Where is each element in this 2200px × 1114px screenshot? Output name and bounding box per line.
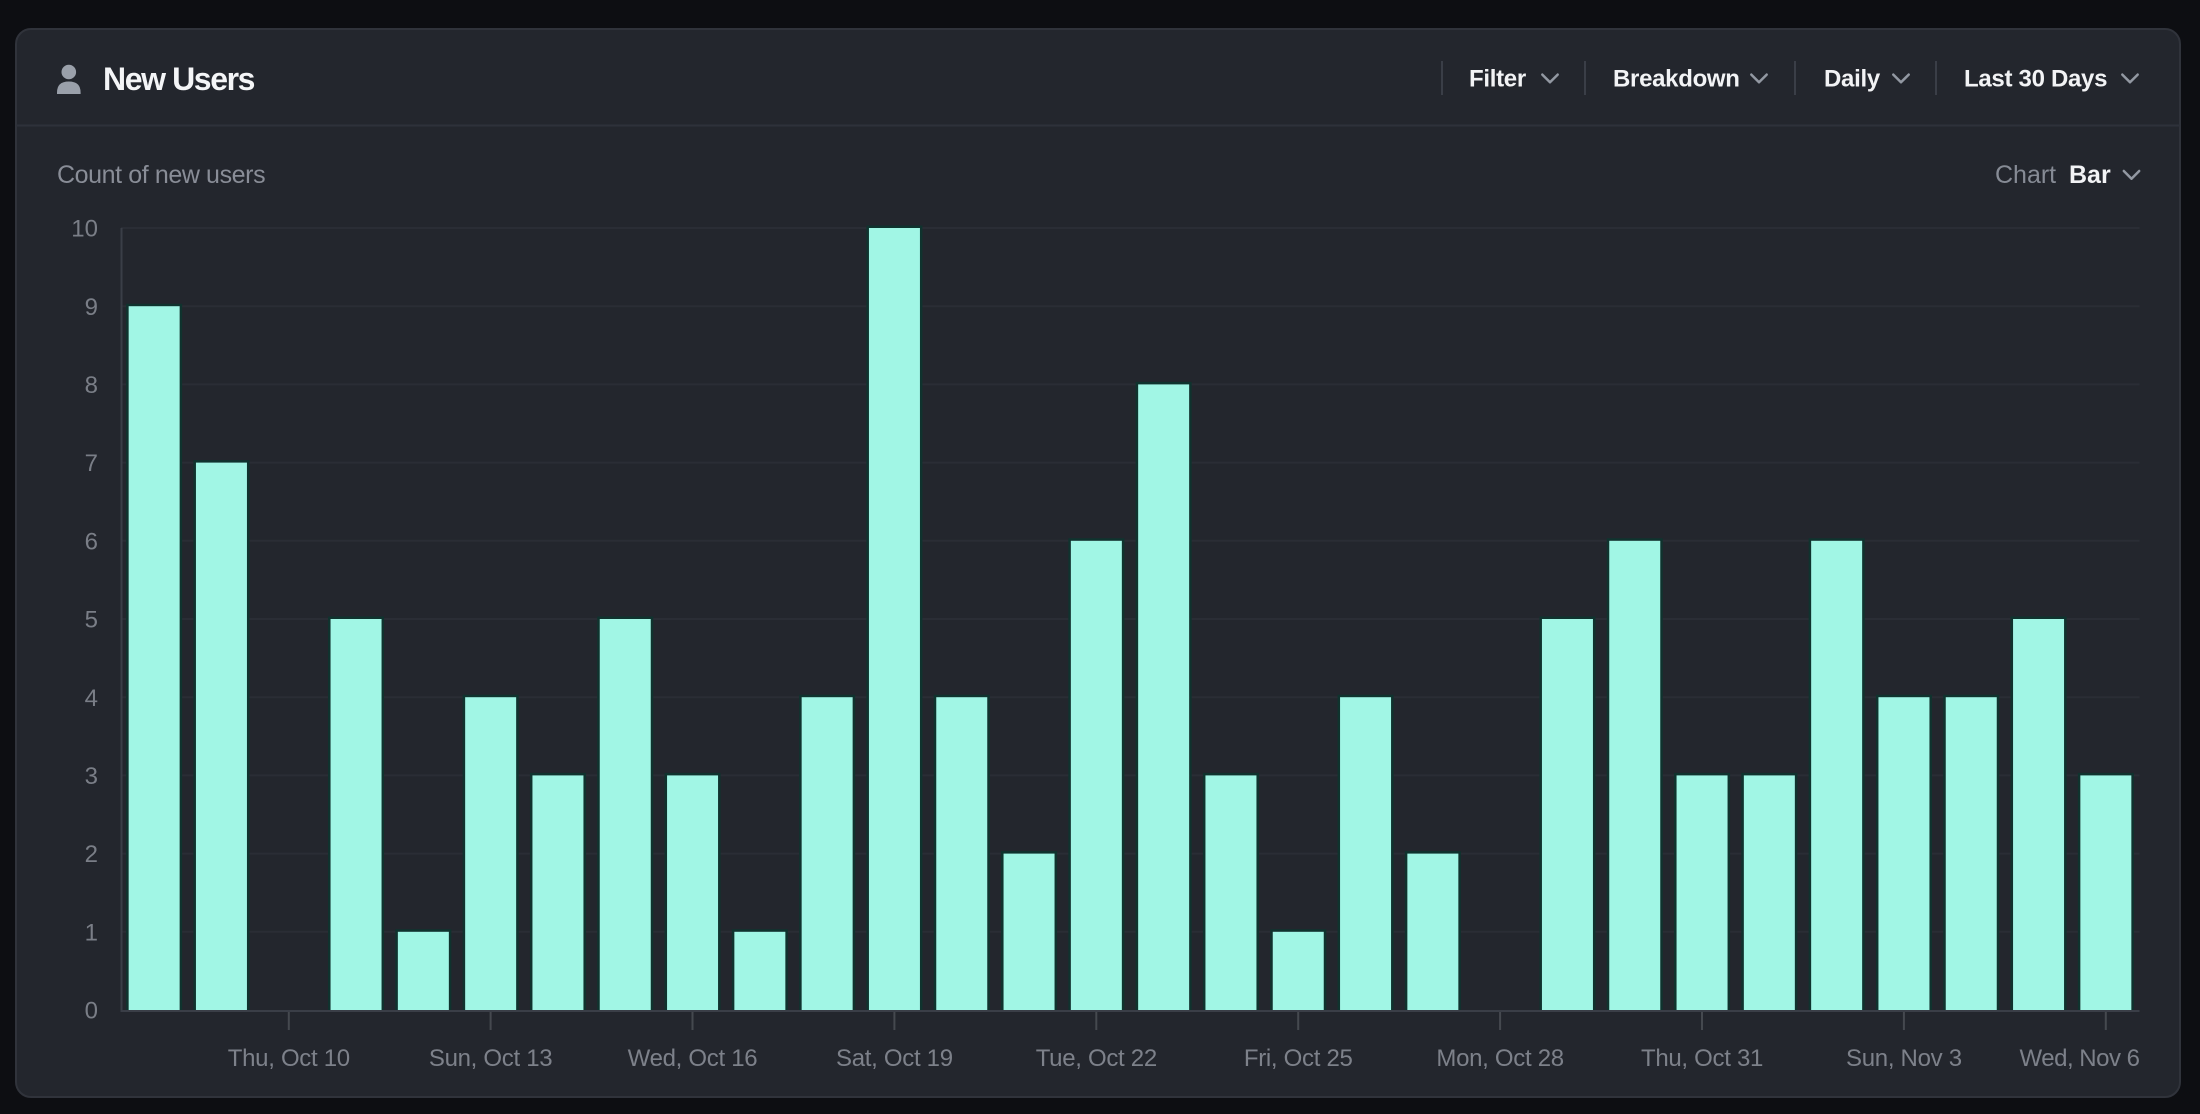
svg-text:Count of new users: Count of new users xyxy=(57,161,265,189)
svg-text:3: 3 xyxy=(85,763,98,790)
svg-text:8: 8 xyxy=(85,372,98,399)
svg-text:10: 10 xyxy=(71,216,98,243)
svg-text:Fri, Oct 25: Fri, Oct 25 xyxy=(1244,1045,1353,1072)
svg-text:0: 0 xyxy=(85,998,98,1025)
svg-text:7: 7 xyxy=(85,450,98,477)
svg-text:Sat, Oct 19: Sat, Oct 19 xyxy=(836,1045,953,1072)
svg-text:Tue, Oct 22: Tue, Oct 22 xyxy=(1036,1045,1157,1072)
svg-text:Wed, Oct 16: Wed, Oct 16 xyxy=(628,1045,758,1072)
svg-text:New Users: New Users xyxy=(103,61,255,97)
svg-text:Sun, Oct 13: Sun, Oct 13 xyxy=(429,1045,552,1072)
svg-text:Wed, Nov 6: Wed, Nov 6 xyxy=(2020,1045,2140,1072)
svg-text:4: 4 xyxy=(85,685,98,712)
svg-text:Sun, Nov 3: Sun, Nov 3 xyxy=(1846,1045,1962,1072)
svg-text:Bar: Bar xyxy=(2069,161,2111,189)
svg-text:Filter: Filter xyxy=(1469,66,1526,93)
svg-text:Thu, Oct 10: Thu, Oct 10 xyxy=(228,1045,350,1072)
svg-text:Mon, Oct 28: Mon, Oct 28 xyxy=(1436,1045,1563,1072)
svg-text:Thu, Oct 31: Thu, Oct 31 xyxy=(1641,1045,1763,1072)
svg-text:Daily: Daily xyxy=(1824,66,1881,93)
svg-text:1: 1 xyxy=(85,919,98,946)
svg-text:Chart: Chart xyxy=(1995,161,2056,189)
svg-text:Last 30 Days: Last 30 Days xyxy=(1964,66,2107,93)
svg-text:9: 9 xyxy=(85,294,98,321)
svg-text:5: 5 xyxy=(85,607,98,634)
svg-text:Breakdown: Breakdown xyxy=(1613,66,1740,93)
svg-text:6: 6 xyxy=(85,528,98,555)
svg-text:2: 2 xyxy=(85,841,98,868)
